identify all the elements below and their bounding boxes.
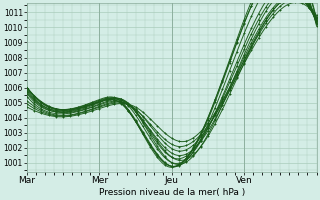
X-axis label: Pression niveau de la mer( hPa ): Pression niveau de la mer( hPa ) <box>99 188 245 197</box>
